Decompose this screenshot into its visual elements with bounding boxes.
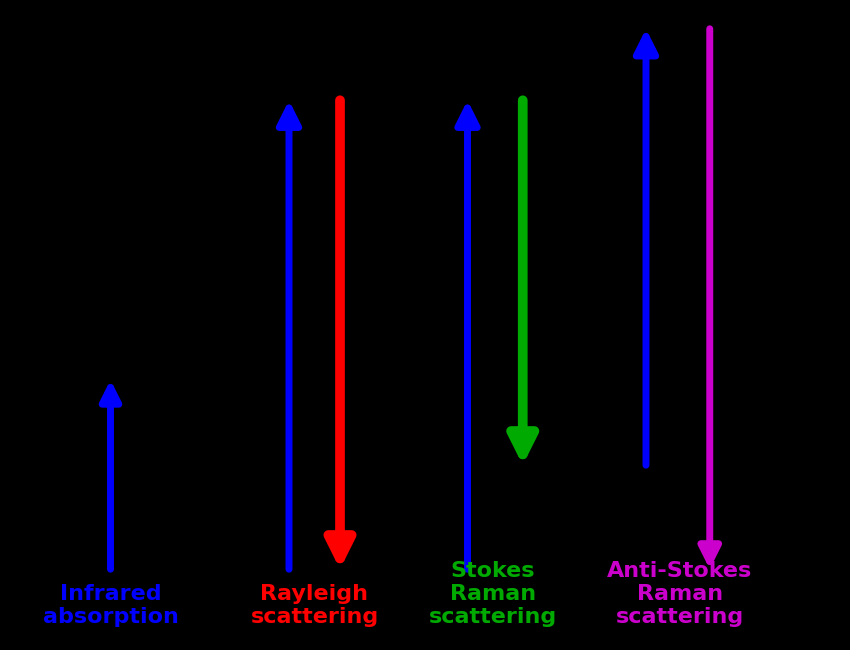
Text: Infrared
absorption: Infrared absorption bbox=[42, 584, 178, 627]
Text: Stokes
Raman
scattering: Stokes Raman scattering bbox=[429, 561, 557, 627]
Text: Anti-Stokes
Raman
scattering: Anti-Stokes Raman scattering bbox=[608, 561, 752, 627]
Text: Rayleigh
scattering: Rayleigh scattering bbox=[251, 584, 378, 627]
